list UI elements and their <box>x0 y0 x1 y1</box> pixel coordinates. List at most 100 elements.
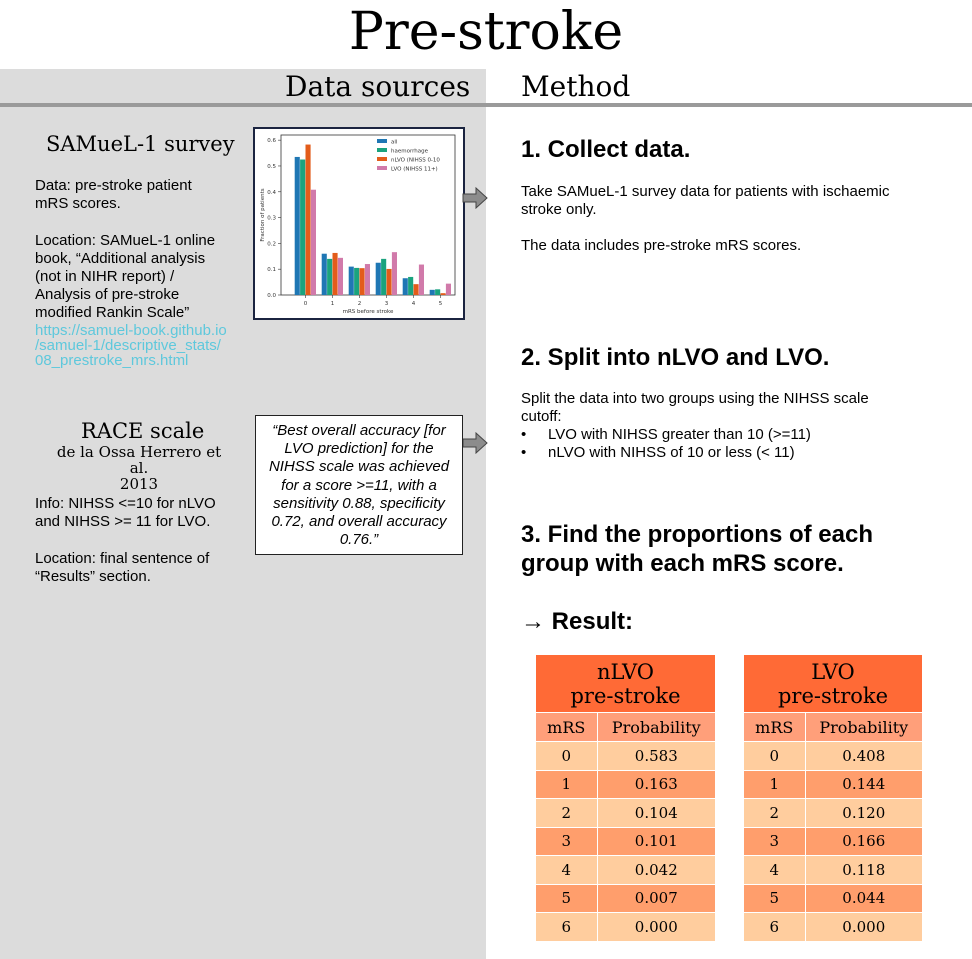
step-1-line: stroke only. <box>521 201 597 218</box>
arrow-right-icon <box>462 432 488 454</box>
mrs-cell: 0 <box>535 741 598 771</box>
probability-cell: 0.042 <box>596 855 717 885</box>
table-row: 3 0.101 <box>535 826 717 856</box>
table-row: 4 0.118 <box>743 855 924 885</box>
step-1-note: The data includes pre-stroke mRS scores. <box>521 237 802 254</box>
page-title: Pre-stroke <box>348 2 624 62</box>
table-row: 6 0.000 <box>743 912 924 942</box>
mrs-cell: 3 <box>743 826 806 856</box>
table-row: 0 0.408 <box>743 741 924 771</box>
mrs-cell: 5 <box>535 883 598 913</box>
race-quote-box: “Best overall accuracy [for LVO predicti… <box>255 415 463 555</box>
x-tick-label: 4 <box>412 301 416 307</box>
step-3-line: group with each mRS score. <box>521 550 844 577</box>
mrs-cell: 3 <box>535 826 598 856</box>
race-location-line: “Results” section. <box>35 568 151 585</box>
arrow-right-icon <box>462 187 488 209</box>
table-row: 5 0.044 <box>743 883 924 913</box>
step-1-line: Take SAMueL-1 survey data for patients w… <box>521 183 890 200</box>
probability-cell: 0.044 <box>804 883 924 913</box>
step-3-title: 3. Find the proportions of each group wi… <box>521 520 873 578</box>
bar-nlvo-nihss-0-10 <box>359 268 365 295</box>
probability-cell: 0.007 <box>596 883 717 913</box>
legend-swatch <box>377 166 387 170</box>
header-rule-right <box>486 103 972 107</box>
samuel-location-line: Analysis of pre-stroke <box>35 286 180 303</box>
y-tick-label: 0.1 <box>267 267 276 273</box>
mrs-cell: 6 <box>743 912 806 942</box>
mrs-cell: 1 <box>743 769 806 799</box>
bar-all <box>375 262 381 295</box>
race-info-line: and NIHSS >= 11 for LVO. <box>35 513 211 530</box>
mrs-cell: 6 <box>535 912 598 942</box>
probability-cell: 0.163 <box>596 769 717 799</box>
mrs-cell: 2 <box>535 798 598 828</box>
race-info-line: Info: NIHSS <=10 for nLVO <box>35 495 216 512</box>
probability-cell: 0.166 <box>804 826 924 856</box>
step-2-line: cutoff: <box>521 408 562 425</box>
probability-cell: 0.000 <box>804 912 924 942</box>
samuel-location-text: Location: SAMueL-1 online book, “Additio… <box>35 232 215 322</box>
mrs-cell: 5 <box>743 883 806 913</box>
samuel-survey-title: SAMueL-1 survey <box>46 132 235 156</box>
x-tick-label: 3 <box>385 301 389 307</box>
mrs-cell: 0 <box>743 741 806 771</box>
table-row: 5 0.007 <box>535 883 717 913</box>
table-row: 6 0.000 <box>535 912 717 942</box>
samuel-data-line: mRS scores. <box>35 195 121 212</box>
link-line[interactable]: 08_prestroke_mrs.html <box>35 352 189 369</box>
lvo-table-header: LVO pre-stroke <box>743 654 923 713</box>
link-line[interactable]: /samuel-1/descriptive_stats/ <box>35 337 221 354</box>
col-header-mrs: mRS <box>535 712 598 742</box>
samuel-location-line: book, “Additional analysis <box>35 250 206 267</box>
y-tick-label: 0.5 <box>267 164 276 170</box>
bar-lvo-nihss-11- <box>418 264 424 295</box>
bar-haemorrhage <box>327 258 333 295</box>
bar-haemorrhage <box>381 258 387 295</box>
bar-all <box>348 266 354 295</box>
bar-all <box>402 278 408 295</box>
nlvo-header-line: nLVO <box>597 659 654 684</box>
header-rule-left <box>0 103 486 107</box>
x-tick-label: 2 <box>358 301 362 307</box>
col-header-probability: Probability <box>804 712 924 742</box>
legend-label: all <box>391 140 398 146</box>
y-tick-label: 0.2 <box>267 241 276 247</box>
table-row: 0 0.583 <box>535 741 717 771</box>
y-tick-label: 0.4 <box>267 190 276 196</box>
x-tick-label: 1 <box>331 301 335 307</box>
samuel-book-link[interactable]: https://samuel-book.github.io /samuel-1/… <box>35 323 227 368</box>
legend-swatch <box>377 157 387 161</box>
y-axis-label: Fraction of patients <box>260 188 266 241</box>
bar-nlvo-nihss-0-10 <box>386 268 392 295</box>
race-location-line: Location: final sentence of <box>35 550 210 567</box>
bar-haemorrhage <box>435 289 441 295</box>
bar-all <box>294 156 300 295</box>
step-2-title: 2. Split into nLVO and LVO. <box>521 344 830 371</box>
probability-cell: 0.144 <box>804 769 924 799</box>
col-header-mrs: mRS <box>743 712 806 742</box>
bullet-dot: • <box>521 444 527 461</box>
samuel-location-line: modified Rankin Scale” <box>35 304 190 321</box>
samuel-data-text: Data: pre-stroke patient mRS scores. <box>35 177 192 213</box>
bar-lvo-nihss-11- <box>445 283 451 295</box>
bar-lvo-nihss-11- <box>364 264 370 295</box>
legend-label: haemorrhage <box>391 149 429 155</box>
x-tick-label: 0 <box>304 301 308 307</box>
legend-label: nLVO (NIHSS 0-10 <box>391 158 440 164</box>
samuel-location-line: (not in NIHR report) / <box>35 268 175 285</box>
probability-cell: 0.583 <box>596 741 717 771</box>
bar-nlvo-nihss-0-10 <box>305 144 311 295</box>
legend-swatch <box>377 148 387 152</box>
link-line[interactable]: https://samuel-book.github.io <box>35 322 227 339</box>
result-label: → Result: <box>521 608 634 635</box>
bar-haemorrhage <box>408 276 414 295</box>
table-row: 4 0.042 <box>535 855 717 885</box>
step-2-bullet-nlvo: nLVO with NIHSS of 10 or less (< 11) <box>548 444 795 461</box>
x-axis-label: mRS before stroke <box>343 309 394 315</box>
bar-lvo-nihss-11- <box>337 257 343 295</box>
x-tick-label: 5 <box>439 301 443 307</box>
mrs-cell: 2 <box>743 798 806 828</box>
race-location-text: Location: final sentence of “Results” se… <box>35 550 209 586</box>
data-sources-header: Data sources <box>285 70 471 103</box>
